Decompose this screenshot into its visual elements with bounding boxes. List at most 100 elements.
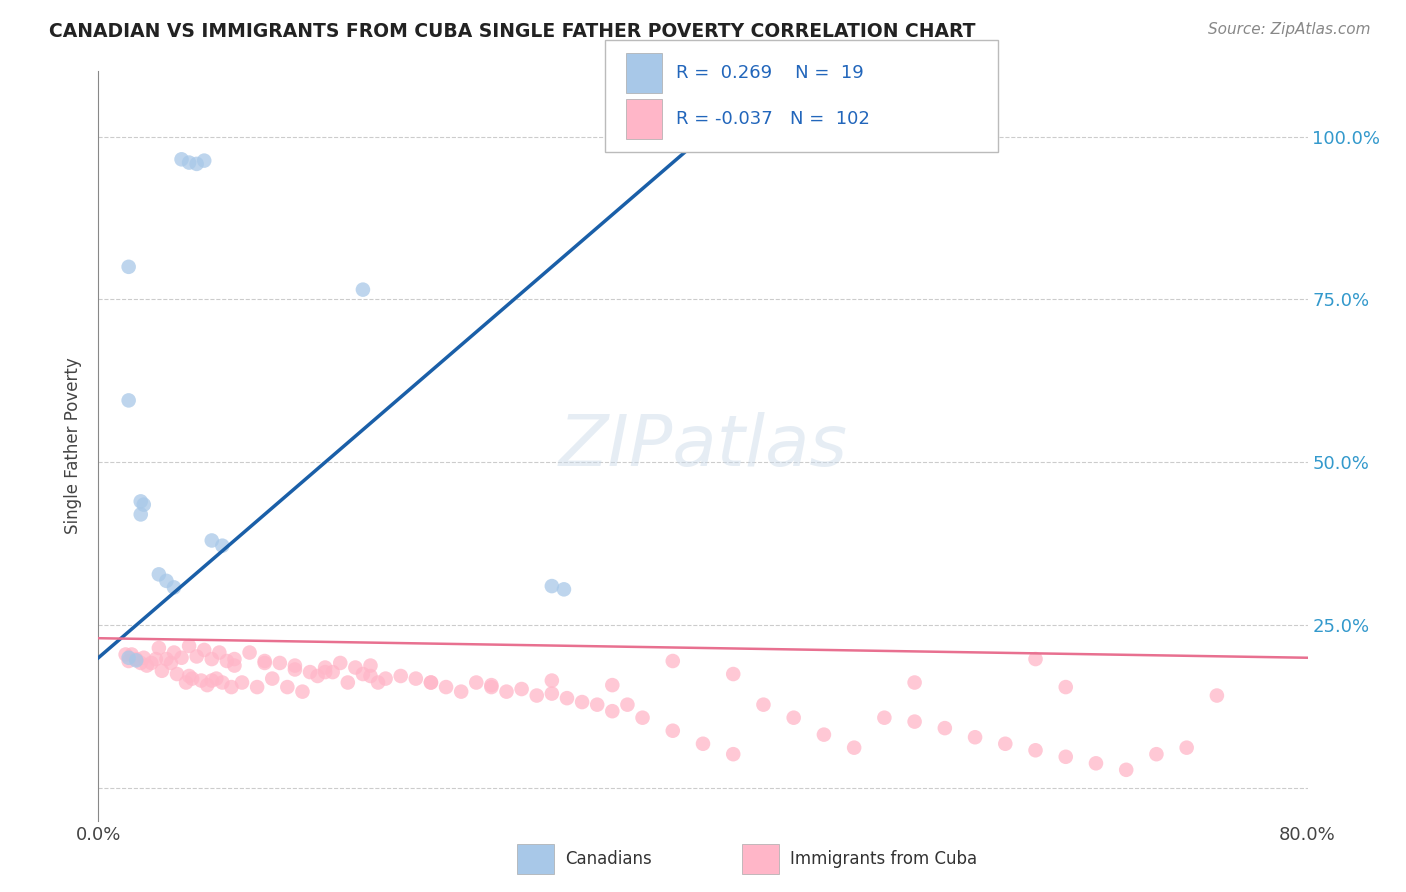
Point xyxy=(148,640,170,655)
Point xyxy=(602,704,624,718)
Point xyxy=(314,660,336,674)
Point xyxy=(344,660,367,674)
Point xyxy=(329,656,352,670)
Point xyxy=(465,675,488,690)
Point xyxy=(211,675,233,690)
Text: Immigrants from Cuba: Immigrants from Cuba xyxy=(790,850,977,868)
Point xyxy=(481,680,503,694)
Point xyxy=(246,680,269,694)
Point xyxy=(352,283,374,297)
Point xyxy=(481,678,503,692)
Point xyxy=(125,652,148,666)
Point xyxy=(262,672,284,686)
Point xyxy=(269,656,291,670)
Point xyxy=(1054,680,1077,694)
Point xyxy=(121,648,143,662)
Point xyxy=(314,665,336,679)
Point xyxy=(994,737,1017,751)
Point xyxy=(291,684,314,698)
Point xyxy=(195,678,218,692)
Point xyxy=(692,737,714,751)
Point xyxy=(1206,689,1229,703)
Point xyxy=(181,672,204,686)
Text: CANADIAN VS IMMIGRANTS FROM CUBA SINGLE FATHER POVERTY CORRELATION CHART: CANADIAN VS IMMIGRANTS FROM CUBA SINGLE … xyxy=(49,22,976,41)
Point xyxy=(193,153,215,168)
Point xyxy=(1024,743,1046,757)
Point xyxy=(586,698,609,712)
Point xyxy=(145,652,167,666)
Point xyxy=(179,639,201,653)
Point xyxy=(367,675,389,690)
Point xyxy=(284,663,307,677)
Point xyxy=(163,581,186,595)
Point xyxy=(201,652,224,666)
Point xyxy=(211,539,233,553)
Point xyxy=(631,711,654,725)
Point xyxy=(307,669,329,683)
Point xyxy=(813,728,835,742)
Point xyxy=(155,574,177,588)
Point xyxy=(540,687,562,701)
Point xyxy=(231,675,253,690)
Point xyxy=(495,684,517,698)
Point xyxy=(389,669,412,683)
Point xyxy=(186,157,208,171)
Point xyxy=(239,646,262,660)
Point xyxy=(360,658,382,673)
Point xyxy=(405,672,427,686)
Point xyxy=(555,691,578,706)
Point xyxy=(118,260,141,274)
Point xyxy=(1115,763,1137,777)
Point xyxy=(723,667,745,681)
Point xyxy=(125,653,148,667)
Point xyxy=(336,675,359,690)
Point xyxy=(844,740,866,755)
Point xyxy=(170,650,193,665)
Point xyxy=(174,675,197,690)
Point xyxy=(118,393,141,408)
Point xyxy=(186,649,208,664)
Point xyxy=(150,664,173,678)
Point xyxy=(904,714,927,729)
Point xyxy=(155,652,177,666)
Point xyxy=(352,667,374,681)
Point xyxy=(434,680,457,694)
Y-axis label: Single Father Poverty: Single Father Poverty xyxy=(65,358,83,534)
Point xyxy=(540,579,562,593)
Point xyxy=(420,675,443,690)
Point xyxy=(1085,756,1108,771)
Text: Canadians: Canadians xyxy=(565,850,652,868)
Point xyxy=(723,747,745,761)
Point xyxy=(129,494,152,508)
Point xyxy=(553,582,575,597)
Point xyxy=(163,646,186,660)
Point xyxy=(118,650,141,665)
Point xyxy=(224,658,246,673)
Point xyxy=(160,656,183,670)
Text: Source: ZipAtlas.com: Source: ZipAtlas.com xyxy=(1208,22,1371,37)
Point xyxy=(193,643,215,657)
Point xyxy=(661,654,683,668)
Point xyxy=(129,656,152,670)
Point xyxy=(1024,652,1046,666)
Point xyxy=(205,672,228,686)
Point xyxy=(201,533,224,548)
Point xyxy=(132,498,155,512)
Text: R = -0.037   N =  102: R = -0.037 N = 102 xyxy=(676,110,870,128)
Point xyxy=(284,658,307,673)
Point xyxy=(661,723,683,738)
Point xyxy=(616,698,638,712)
Point xyxy=(374,672,396,686)
Point xyxy=(253,654,276,668)
Point xyxy=(148,567,170,582)
Point xyxy=(179,155,201,169)
Point xyxy=(170,153,193,167)
Point xyxy=(1144,747,1167,761)
Point xyxy=(129,508,152,522)
Point xyxy=(299,665,322,679)
Point xyxy=(135,658,157,673)
Point xyxy=(190,673,212,688)
Point xyxy=(873,711,896,725)
Point xyxy=(783,711,806,725)
Text: ZIPatlas: ZIPatlas xyxy=(558,411,848,481)
